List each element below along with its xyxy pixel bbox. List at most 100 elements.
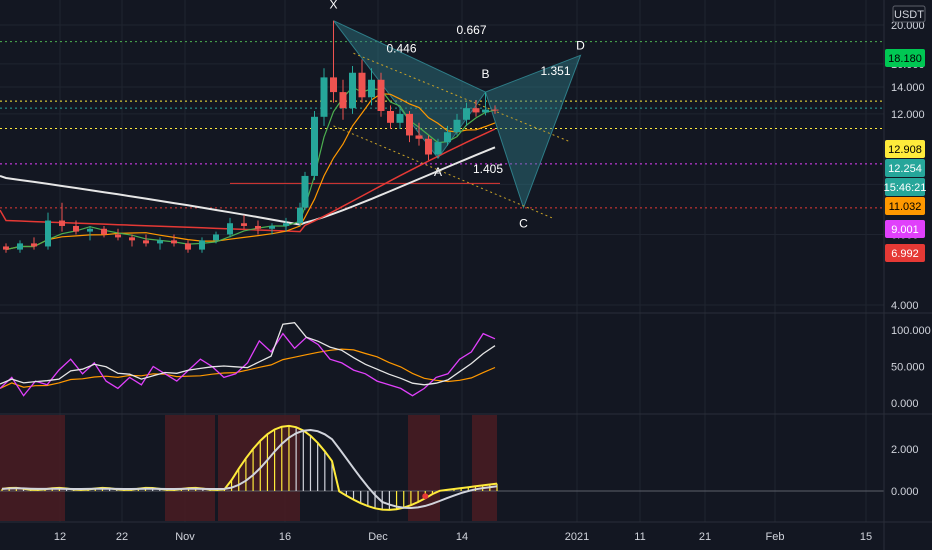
price-tag-label: 15:46:21 xyxy=(884,182,927,194)
macd-signal-line xyxy=(1,428,498,510)
candle-body xyxy=(143,240,149,244)
pattern-point-b: B xyxy=(481,67,489,81)
candle-body xyxy=(387,110,394,123)
time-tick: Dec xyxy=(368,531,388,543)
price-tag-label: 9.001 xyxy=(891,224,919,236)
candle-body xyxy=(129,237,135,241)
oscillator-pane xyxy=(0,322,496,397)
price-tag-label: 18.180 xyxy=(888,53,922,65)
price-tag-label: 6.992 xyxy=(891,248,919,260)
price-tag-box xyxy=(885,244,925,262)
harmonic-pattern: X A B C D 0.446 0.667 1.351 1.405 xyxy=(230,0,585,231)
pattern-point-x: X xyxy=(329,0,337,12)
time-tick: 14 xyxy=(456,531,468,543)
macd-tick: 0.000 xyxy=(891,486,919,498)
time-tick: 2021 xyxy=(565,531,589,543)
price-tag-box xyxy=(885,159,925,177)
grid xyxy=(0,0,884,522)
price-tick: 4.000 xyxy=(891,300,919,312)
candle-body xyxy=(453,119,461,133)
time-tick: 15 xyxy=(860,531,872,543)
candle-body xyxy=(320,77,328,117)
price-tick: 14.000 xyxy=(891,82,925,94)
time-axis[interactable]: 12 22 Nov 16 Dec 14 2021 11 21 Feb 15 xyxy=(54,531,872,543)
candle-body xyxy=(185,243,191,250)
candle-body xyxy=(3,246,9,250)
candle-body xyxy=(377,79,385,111)
candle-body xyxy=(269,225,275,229)
candle-body xyxy=(425,138,432,155)
candle-body xyxy=(311,116,318,176)
time-tick: Feb xyxy=(766,531,785,543)
candlestick-series xyxy=(3,20,499,253)
candle-body xyxy=(491,109,499,111)
price-tag-box xyxy=(885,197,925,215)
candle-body xyxy=(31,243,37,247)
pattern-ratio: 0.446 xyxy=(386,41,416,55)
candle-body xyxy=(73,225,79,232)
price-tag-box xyxy=(885,49,925,67)
candle-body xyxy=(227,223,233,235)
price-tags: 18.180 12.908 12.254 15:46:21 11.032 9.001 6.9… xyxy=(884,49,927,262)
pattern-ratio: 1.405 xyxy=(473,162,503,176)
price-tag-label: 11.032 xyxy=(889,201,922,213)
pattern-ratio: 1.351 xyxy=(540,64,570,78)
price-tag-label: 12.908 xyxy=(888,144,922,156)
macd-cross-dot xyxy=(422,493,429,500)
candle-body xyxy=(283,223,289,226)
price-tick: 20.000 xyxy=(891,20,925,32)
macd-band xyxy=(50,415,65,521)
pattern-ratio: 0.667 xyxy=(456,23,486,37)
candle-body xyxy=(87,228,93,232)
pattern-bcd-triangle xyxy=(484,54,582,210)
candle-body xyxy=(358,72,366,98)
candle-body xyxy=(396,113,404,123)
currency-box xyxy=(892,5,926,23)
candle-body xyxy=(255,225,261,229)
osc-tick: 0.000 xyxy=(891,398,919,410)
candle-body xyxy=(330,77,337,93)
candle-body xyxy=(45,220,51,247)
time-tick: Nov xyxy=(175,531,195,543)
price-tag-box xyxy=(885,140,925,158)
ma-red xyxy=(0,128,496,233)
candle-body xyxy=(434,142,442,155)
candle-body xyxy=(171,240,177,244)
price-tag-label: 12.254 xyxy=(888,163,922,175)
candle-body xyxy=(157,240,163,244)
macd-tick: 2.000 xyxy=(891,444,919,456)
macd-band xyxy=(0,415,50,521)
candle-body xyxy=(472,108,480,113)
price-level-lines xyxy=(0,41,884,209)
time-tick: 11 xyxy=(634,531,645,543)
candle-body xyxy=(199,240,205,250)
candle-body xyxy=(101,228,107,235)
osc-tick: 100.000 xyxy=(891,325,931,337)
candle-body xyxy=(59,220,65,226)
macd-axis[interactable]: 2.000 0.000 xyxy=(891,444,919,498)
candle-body xyxy=(463,108,470,120)
candle-body xyxy=(17,243,23,250)
candle-body xyxy=(301,175,309,208)
time-tick: 12 xyxy=(54,531,66,543)
time-tick: 22 xyxy=(116,531,128,543)
osc-white-line xyxy=(0,322,496,386)
macd-band xyxy=(165,415,215,521)
candle-body xyxy=(406,113,413,136)
candle-body xyxy=(368,79,375,98)
price-tag-box xyxy=(885,220,925,238)
osc-pink-line xyxy=(0,332,496,397)
oscillator-axis[interactable]: 100.000 50.000 0.000 xyxy=(891,325,931,410)
candle-body xyxy=(241,223,247,226)
pattern-xab-triangle xyxy=(333,20,487,160)
osc-orange-line xyxy=(0,348,496,389)
candle-body xyxy=(213,234,219,241)
candle-body xyxy=(349,72,356,109)
pattern-point-c: C xyxy=(519,217,528,231)
price-tag-box xyxy=(885,178,925,196)
macd-pane xyxy=(0,424,884,511)
candle-body xyxy=(444,132,451,143)
macd-band xyxy=(472,415,497,521)
